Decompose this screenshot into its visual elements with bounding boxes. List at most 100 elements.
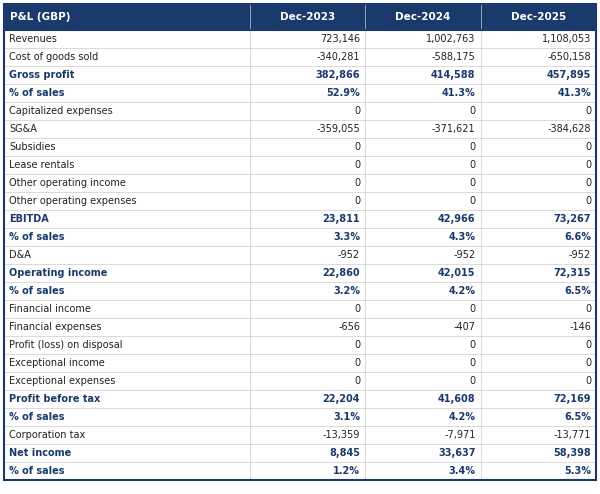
Text: % of sales: % of sales [9, 232, 65, 242]
Text: 0: 0 [585, 142, 591, 152]
Text: 414,588: 414,588 [431, 70, 476, 80]
Text: Operating income: Operating income [9, 268, 107, 278]
Bar [4, 372, 596, 390]
Bar [4, 228, 596, 246]
Text: 23,811: 23,811 [322, 214, 360, 224]
Bar [4, 210, 596, 228]
Text: 1.2%: 1.2% [333, 466, 360, 476]
Text: 0: 0 [585, 358, 591, 368]
Text: -340,281: -340,281 [317, 52, 360, 62]
Text: Dec-2023: Dec-2023 [280, 12, 335, 22]
Text: 41.3%: 41.3% [557, 88, 591, 98]
Text: -7,971: -7,971 [444, 430, 476, 440]
Text: Other operating income: Other operating income [9, 178, 126, 188]
Text: 72,169: 72,169 [554, 394, 591, 404]
Text: 0: 0 [585, 196, 591, 206]
Text: Capitalized expenses: Capitalized expenses [9, 106, 113, 116]
Bar [4, 30, 596, 48]
Text: 0: 0 [469, 196, 476, 206]
Text: 41.3%: 41.3% [442, 88, 476, 98]
Text: 3.3%: 3.3% [333, 232, 360, 242]
Text: 0: 0 [354, 304, 360, 314]
Text: Subsidies: Subsidies [9, 142, 56, 152]
Text: 22,204: 22,204 [323, 394, 360, 404]
Text: 4.2%: 4.2% [449, 286, 476, 296]
Bar [4, 138, 596, 156]
Bar [4, 462, 596, 480]
Text: Dec-2025: Dec-2025 [511, 12, 566, 22]
Text: 0: 0 [354, 178, 360, 188]
Text: -650,158: -650,158 [547, 52, 591, 62]
Bar [4, 318, 596, 336]
Text: 0: 0 [354, 340, 360, 350]
Text: 723,146: 723,146 [320, 34, 360, 44]
Text: 4.3%: 4.3% [449, 232, 476, 242]
Text: 6.6%: 6.6% [564, 232, 591, 242]
Text: D&A: D&A [9, 250, 31, 260]
Bar [4, 84, 596, 102]
Text: Revenues: Revenues [9, 34, 57, 44]
Bar [4, 336, 596, 354]
Text: 4.2%: 4.2% [449, 412, 476, 422]
Text: 0: 0 [354, 142, 360, 152]
Text: 457,895: 457,895 [547, 70, 591, 80]
Text: 58,398: 58,398 [553, 448, 591, 458]
Text: Profit (loss) on disposal: Profit (loss) on disposal [9, 340, 122, 350]
Text: -952: -952 [338, 250, 360, 260]
Bar [4, 390, 596, 408]
Text: 72,315: 72,315 [554, 268, 591, 278]
Text: 0: 0 [585, 106, 591, 116]
Bar [4, 156, 596, 174]
Bar [4, 444, 596, 462]
Text: Cost of goods sold: Cost of goods sold [9, 52, 98, 62]
Text: -952: -952 [569, 250, 591, 260]
Text: Net income: Net income [9, 448, 71, 458]
Text: Exceptional expenses: Exceptional expenses [9, 376, 115, 386]
Text: 3.2%: 3.2% [333, 286, 360, 296]
Text: % of sales: % of sales [9, 286, 65, 296]
Text: 0: 0 [469, 376, 476, 386]
Text: EBITDA: EBITDA [9, 214, 49, 224]
Text: 1,002,763: 1,002,763 [426, 34, 476, 44]
Text: 0: 0 [585, 340, 591, 350]
Text: -13,359: -13,359 [323, 430, 360, 440]
Text: -13,771: -13,771 [554, 430, 591, 440]
Bar [4, 66, 596, 84]
Text: 0: 0 [469, 304, 476, 314]
Bar [4, 264, 596, 282]
Text: Lease rentals: Lease rentals [9, 160, 74, 170]
Text: 3.1%: 3.1% [333, 412, 360, 422]
Text: -656: -656 [338, 322, 360, 332]
Text: -359,055: -359,055 [316, 124, 360, 134]
Text: 0: 0 [469, 358, 476, 368]
Text: 0: 0 [585, 304, 591, 314]
Text: P&L (GBP): P&L (GBP) [10, 12, 71, 22]
Text: 0: 0 [469, 142, 476, 152]
Bar [4, 282, 596, 300]
Text: Exceptional income: Exceptional income [9, 358, 105, 368]
Text: Other operating expenses: Other operating expenses [9, 196, 137, 206]
Text: 0: 0 [469, 160, 476, 170]
Text: Corporation tax: Corporation tax [9, 430, 85, 440]
Text: 73,267: 73,267 [554, 214, 591, 224]
Text: 22,860: 22,860 [322, 268, 360, 278]
Text: 0: 0 [354, 196, 360, 206]
Text: 6.5%: 6.5% [564, 412, 591, 422]
Text: % of sales: % of sales [9, 466, 65, 476]
Text: Profit before tax: Profit before tax [9, 394, 100, 404]
Text: 5.3%: 5.3% [564, 466, 591, 476]
Bar [4, 192, 596, 210]
Text: 33,637: 33,637 [438, 448, 476, 458]
Text: 42,966: 42,966 [438, 214, 476, 224]
Text: 382,866: 382,866 [316, 70, 360, 80]
Text: 42,015: 42,015 [438, 268, 476, 278]
Bar [4, 408, 596, 426]
Text: -407: -407 [454, 322, 476, 332]
Text: 6.5%: 6.5% [564, 286, 591, 296]
Text: Gross profit: Gross profit [9, 70, 74, 80]
Text: 0: 0 [469, 106, 476, 116]
Text: 0: 0 [585, 376, 591, 386]
Text: -146: -146 [569, 322, 591, 332]
Text: 0: 0 [469, 340, 476, 350]
Text: Financial expenses: Financial expenses [9, 322, 101, 332]
